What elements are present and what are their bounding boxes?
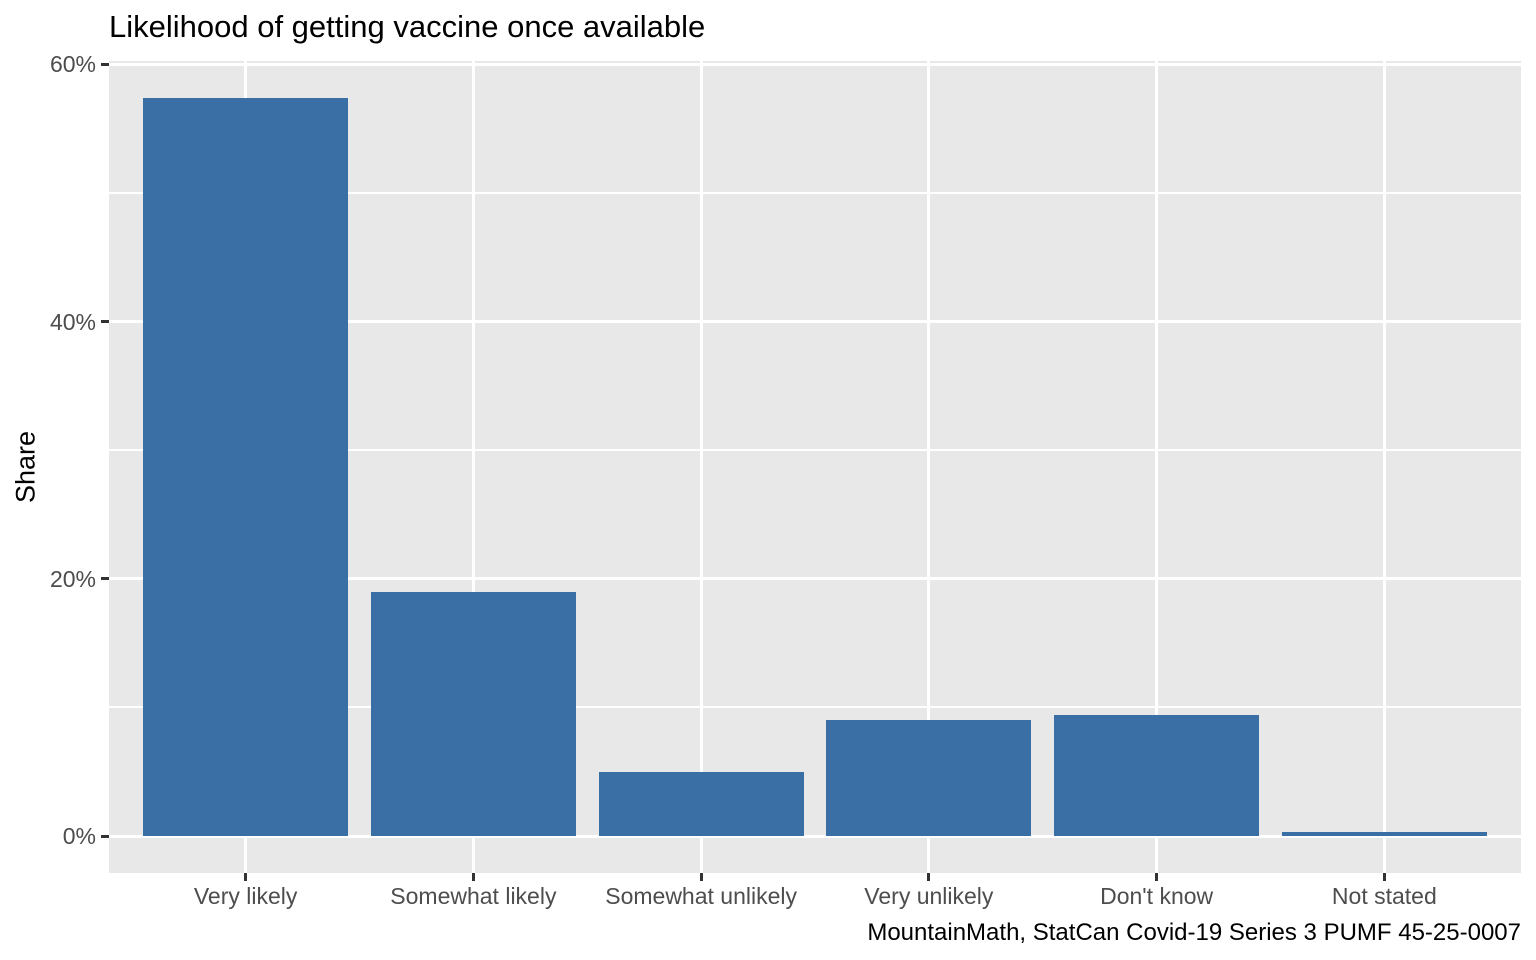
x-tick-label-not-stated: Not stated xyxy=(1331,883,1437,909)
y-tick-mark xyxy=(101,577,109,581)
x-tick-label-very-unlikely: Very unlikely xyxy=(864,883,994,909)
bar-somewhat-likely xyxy=(370,591,576,837)
x-gridline-not-stated xyxy=(1382,61,1386,873)
y-gridline-minor xyxy=(109,706,1521,709)
x-tick-label-don-t-know: Don't know xyxy=(1100,883,1214,909)
x-tick-label-somewhat-unlikely: Somewhat unlikely xyxy=(605,883,797,909)
chart-caption: MountainMath, StatCan Covid-19 Series 3 … xyxy=(867,919,1521,946)
y-tick-mark xyxy=(101,320,109,324)
bar-somewhat-unlikely xyxy=(598,771,804,837)
x-tick-mark xyxy=(927,873,931,881)
y-gridline-major xyxy=(109,62,1521,66)
y-gridline-major xyxy=(109,834,1521,838)
y-tick-mark xyxy=(101,834,109,838)
x-gridline-somewhat-unlikely xyxy=(699,61,703,873)
bar-not-stated xyxy=(1281,832,1487,837)
y-tick-label: 20% xyxy=(49,565,96,592)
y-tick-label: 40% xyxy=(49,308,96,335)
x-gridline-very-unlikely xyxy=(927,61,931,873)
x-tick-label-very-likely: Very likely xyxy=(193,883,298,909)
x-tick-mark xyxy=(699,873,703,881)
x-tick-mark xyxy=(471,873,475,881)
y-gridline-major xyxy=(109,320,1521,324)
bar-don-t-know xyxy=(1054,715,1260,837)
x-tick-mark xyxy=(1155,873,1159,881)
y-tick-label: 0% xyxy=(62,823,96,850)
y-gridline-minor xyxy=(109,449,1521,452)
bar-very-likely xyxy=(143,97,349,837)
y-tick-mark xyxy=(101,62,109,66)
bar-very-unlikely xyxy=(826,720,1032,837)
x-gridline-don-t-know xyxy=(1155,61,1159,873)
y-tick-label: 60% xyxy=(49,51,96,78)
chart-title: Likelihood of getting vaccine once avail… xyxy=(109,9,706,44)
y-gridline-major xyxy=(109,577,1521,581)
y-axis-title-text: Share xyxy=(10,430,41,504)
x-tick-mark xyxy=(1382,873,1386,881)
x-tick-label-somewhat-likely: Somewhat likely xyxy=(390,883,557,909)
y-gridline-minor xyxy=(109,192,1521,195)
x-tick-mark xyxy=(244,873,248,881)
plot-panel xyxy=(109,61,1521,873)
x-gridline-somewhat-likely xyxy=(471,61,475,873)
